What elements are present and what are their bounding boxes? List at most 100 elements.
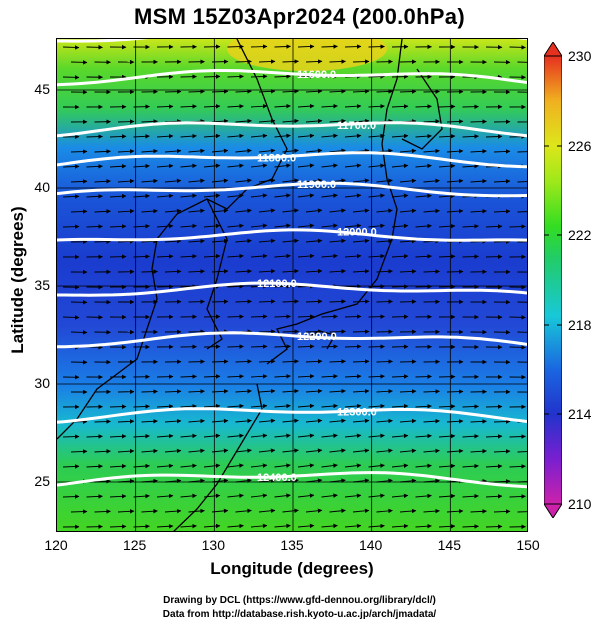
wind-arrow: [188, 148, 205, 154]
wind-arrow: [368, 104, 385, 109]
wind-arrow: [94, 449, 111, 454]
colorbar-tick-label: 230: [568, 48, 592, 64]
wind-arrow: [415, 133, 432, 139]
contour-label: 12200.0: [297, 331, 337, 343]
wind-arrow: [509, 494, 526, 499]
wind-arrow: [164, 418, 182, 424]
wind-arrow: [282, 359, 299, 364]
wind-arrow: [493, 419, 511, 424]
wind-arrow: [227, 133, 244, 139]
wind-arrow: [438, 524, 456, 529]
colorbar-tick-label: 210: [568, 496, 592, 512]
wind-arrow: [391, 433, 409, 439]
wind-arrow: [274, 344, 291, 349]
wind-arrow: [485, 494, 503, 499]
wind-arrow: [109, 224, 127, 229]
wind-arrow: [329, 418, 346, 424]
wind-arrow: [297, 344, 315, 349]
wind-arrow: [376, 508, 393, 514]
wind-arrow: [250, 103, 268, 109]
wind-arrow: [180, 493, 197, 499]
wind-arrow: [203, 463, 221, 468]
wind-arrow: [258, 299, 276, 304]
wind-arrow: [297, 223, 315, 228]
wind-arrow: [274, 433, 291, 438]
wind-arrow: [109, 463, 127, 469]
wind-arrow: [203, 104, 221, 109]
wind-arrow: [305, 508, 323, 513]
y-axis-label: Latitude (degrees): [8, 206, 27, 354]
wind-arrow: [352, 89, 370, 94]
y-tick-label: 35: [34, 277, 50, 293]
wind-arrow: [94, 509, 111, 514]
wind-arrow: [164, 238, 182, 244]
wind-arrow: [399, 208, 417, 214]
wind-arrow: [250, 314, 268, 319]
wind-arrow: [438, 223, 456, 229]
wind-arrow: [344, 344, 362, 349]
wind-arrow: [274, 223, 291, 228]
wind-arrow: [227, 463, 244, 468]
wind-arrow: [86, 464, 103, 469]
wind-arrow: [329, 329, 346, 334]
wind-arrow: [485, 524, 503, 529]
wind-arrow: [141, 448, 158, 454]
wind-arrow: [462, 224, 479, 229]
wind-arrow: [321, 374, 338, 379]
wind-arrow: [180, 403, 197, 409]
wind-arrow: [391, 74, 409, 79]
wind-arrow: [227, 433, 244, 439]
wind-arrow: [329, 359, 346, 364]
wind-arrow: [321, 523, 338, 529]
credit-drawing: Drawing by DCL (https://www.gfd-dennou.o…: [163, 595, 436, 606]
wind-arrow: [141, 178, 158, 184]
wind-arrow: [352, 59, 370, 64]
wind-arrow: [368, 253, 385, 259]
wind-arrow: [235, 238, 252, 244]
contour-label: 12300.0: [337, 407, 377, 419]
wind-arrow: [117, 419, 135, 424]
map-canvas: 11800.011600.011700.011800.011900.012000…: [57, 39, 527, 531]
x-tick-label: 125: [122, 537, 147, 553]
wind-arrow: [94, 209, 111, 214]
wind-arrow: [235, 269, 252, 274]
wind-arrow: [109, 494, 127, 499]
wind-arrow: [297, 44, 315, 49]
wind-arrow: [274, 133, 291, 139]
wind-arrow: [70, 449, 88, 454]
wind-arrow: [470, 119, 487, 124]
wind-arrow: [344, 163, 362, 168]
wind-arrow: [493, 449, 511, 454]
wind-arrow: [352, 299, 370, 304]
wind-arrow: [391, 163, 409, 169]
wind-arrow: [133, 493, 150, 499]
wind-arrow: [415, 463, 432, 469]
wind-arrow: [399, 148, 417, 154]
wind-arrow: [94, 419, 111, 424]
wind-arrow: [62, 194, 80, 199]
wind-arrow: [423, 269, 440, 274]
wind-arrow: [376, 178, 393, 183]
wind-arrow: [297, 433, 315, 438]
contour-label: 11700.0: [337, 120, 376, 132]
wind-arrow: [274, 523, 291, 529]
wind-arrow: [62, 164, 80, 169]
wind-arrow: [368, 403, 385, 409]
wind-arrow: [391, 133, 409, 139]
wind-arrow: [250, 463, 268, 468]
wind-arrow: [250, 493, 268, 498]
wind-arrow: [86, 164, 103, 169]
wind-arrow: [141, 239, 158, 244]
wind-arrow: [399, 508, 417, 514]
wind-arrow: [86, 494, 103, 499]
wind-arrow: [274, 314, 291, 319]
wind-arrow: [188, 389, 205, 394]
wind-arrow: [415, 493, 432, 499]
wind-arrow: [235, 388, 252, 394]
wind-arrow: [391, 253, 409, 259]
wind-arrow: [391, 403, 409, 409]
wind-arrow: [329, 148, 346, 153]
wind-arrow: [321, 493, 338, 498]
wind-arrow: [258, 329, 276, 334]
wind-arrow: [133, 463, 150, 469]
